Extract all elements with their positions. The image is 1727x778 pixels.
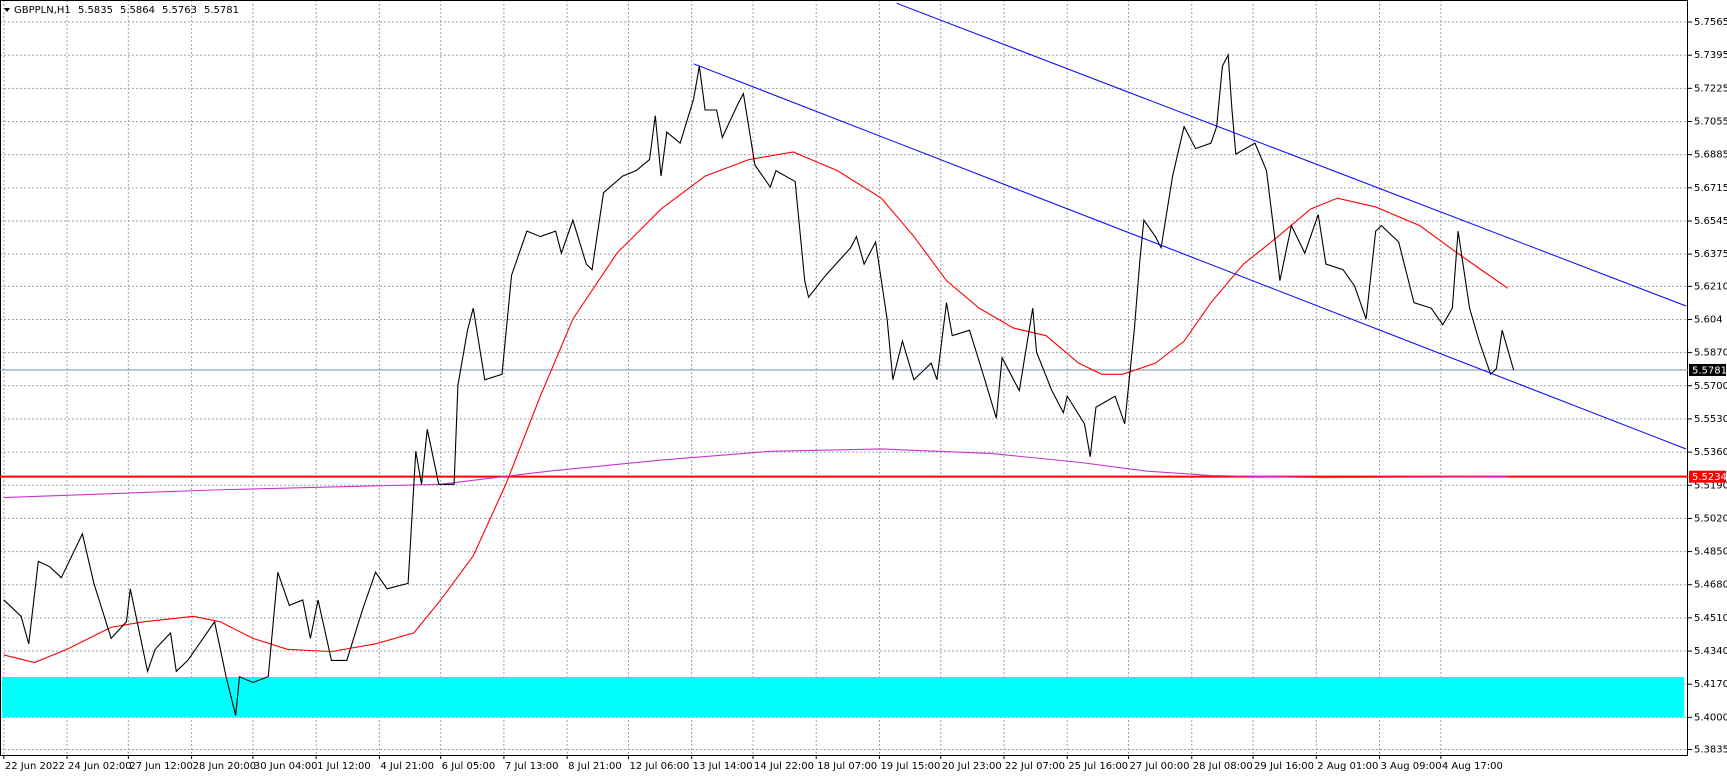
plot-frame — [0, 0, 1688, 756]
symbol: GBPPLN,H1 — [14, 5, 71, 16]
x-tick-label: 22 Jun 2022 — [5, 761, 65, 772]
y-tick-label: 5.7395 — [1694, 50, 1727, 61]
y-tick-label: 5.4510 — [1694, 613, 1727, 624]
y-tick-label: 5.3835 — [1694, 745, 1727, 756]
x-tick-label: 30 Jun 04:00 — [254, 761, 318, 772]
y-tick-label: 5.6885 — [1694, 150, 1727, 161]
price-label: 5.5781 — [1692, 365, 1727, 376]
x-tick-label: 7 Jul 13:00 — [505, 761, 559, 772]
ohlc-value: 5.5763 — [162, 5, 197, 16]
y-tick-label: 5.5190 — [1694, 480, 1727, 491]
x-tick-label: 8 Jul 21:00 — [568, 761, 622, 772]
price-label: 5.5234 — [1692, 472, 1727, 483]
x-tick-label: 12 Jul 06:00 — [629, 761, 689, 772]
price-label-box — [1689, 363, 1726, 376]
ohlc-value: 5.5781 — [204, 5, 239, 16]
x-tick-label: 6 Jul 05:00 — [442, 761, 496, 772]
trend-line — [693, 63, 1687, 450]
y-tick-label: 5.5360 — [1694, 447, 1727, 458]
y-tick-label: 5.6715 — [1694, 183, 1727, 194]
y-tick-label: 5.4170 — [1694, 679, 1727, 690]
y-tick-label: 5.604 — [1694, 314, 1723, 325]
x-tick-label: 22 Jul 07:00 — [1005, 761, 1065, 772]
x-tick-label: 3 Aug 09:00 — [1381, 761, 1442, 772]
y-tick-label: 5.5530 — [1694, 414, 1727, 425]
y-tick-label: 5.7565 — [1694, 17, 1727, 28]
zone — [1, 676, 1685, 718]
x-tick-label: 4 Jul 21:00 — [380, 761, 434, 772]
y-tick-label: 5.7055 — [1694, 117, 1727, 128]
x-tick-label: 19 Jul 15:00 — [880, 761, 940, 772]
y-tick-label: 5.7225 — [1694, 83, 1727, 94]
x-tick-label: 20 Jul 23:00 — [942, 761, 1002, 772]
menu-triangle — [4, 8, 10, 12]
y-tick-label: 5.5700 — [1694, 381, 1727, 392]
x-tick-label: 4 Aug 17:00 — [1442, 761, 1503, 772]
y-tick-label: 5.6545 — [1694, 216, 1727, 227]
y-tick-label: 5.5870 — [1694, 348, 1727, 359]
x-tick-label: 2 Aug 01:00 — [1317, 761, 1378, 772]
ohlc-value: 5.5835 — [78, 5, 113, 16]
under-layer — [0, 0, 1688, 755]
x-tick-label: 24 Jun 02:00 — [68, 761, 132, 772]
x-tick-label: 27 Jul 00:00 — [1130, 761, 1190, 772]
x-tick-label: 25 Jul 16:00 — [1068, 761, 1128, 772]
x-tick-label: 28 Jun 20:00 — [193, 761, 257, 772]
ohlc-value: 5.5864 — [120, 5, 155, 16]
x-tick-label: 14 Jul 22:00 — [754, 761, 814, 772]
x-tick-label: 18 Jul 07:00 — [817, 761, 877, 772]
x-tick-label: 28 Jul 08:00 — [1193, 761, 1253, 772]
price-series — [3, 53, 1515, 716]
price-label-box — [1689, 470, 1726, 483]
y-tick-label: 5.4850 — [1694, 547, 1727, 558]
y-tick-label: 5.6375 — [1694, 249, 1727, 260]
x-tick-label: 29 Jul 16:00 — [1254, 761, 1314, 772]
y-tick-label: 5.4000 — [1694, 712, 1727, 723]
trend-line — [896, 2, 1687, 307]
y-tick-label: 5.6210 — [1694, 281, 1727, 292]
y-tick-label: 5.5020 — [1694, 513, 1727, 524]
x-tick-label: 1 Jul 12:00 — [317, 761, 371, 772]
y-tick-label: 5.4680 — [1694, 580, 1727, 591]
y-tick-label: 5.4340 — [1694, 646, 1727, 657]
price-series — [3, 151, 1509, 664]
x-tick-label: 13 Jul 14:00 — [693, 761, 753, 772]
header: GBPPLN,H1 5.5835 5.5864 5.5763 5.5781 — [4, 5, 239, 16]
x-tick-label: 27 Jun 12:00 — [129, 761, 193, 772]
